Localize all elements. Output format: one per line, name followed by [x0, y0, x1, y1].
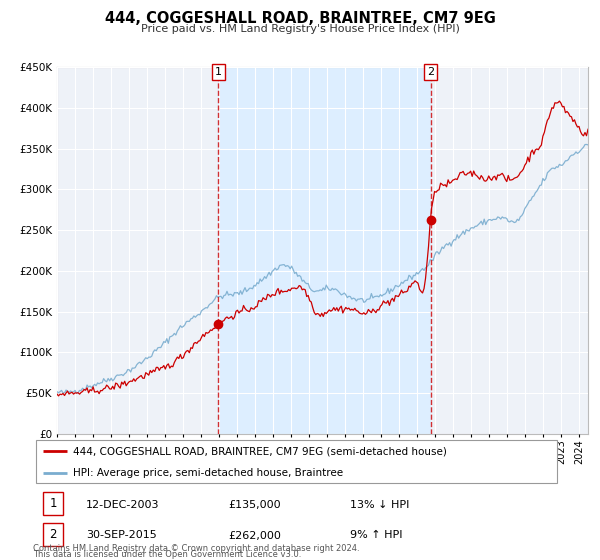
Text: 444, COGGESHALL ROAD, BRAINTREE, CM7 9EG: 444, COGGESHALL ROAD, BRAINTREE, CM7 9EG [104, 11, 496, 26]
Bar [218, 67, 430, 434]
Text: 9% ↑ HPI: 9% ↑ HPI [350, 530, 403, 540]
Text: £135,000: £135,000 [229, 500, 281, 510]
Text: Price paid vs. HM Land Registry's House Price Index (HPI): Price paid vs. HM Land Registry's House … [140, 24, 460, 34]
FancyBboxPatch shape [43, 492, 63, 515]
Text: This data is licensed under the Open Government Licence v3.0.: This data is licensed under the Open Gov… [33, 550, 301, 559]
Text: 1: 1 [215, 67, 222, 77]
FancyBboxPatch shape [43, 523, 63, 546]
Text: £262,000: £262,000 [229, 530, 281, 540]
Text: 2: 2 [427, 67, 434, 77]
Text: Contains HM Land Registry data © Crown copyright and database right 2024.: Contains HM Land Registry data © Crown c… [33, 544, 359, 553]
Text: 30-SEP-2015: 30-SEP-2015 [86, 530, 157, 540]
FancyBboxPatch shape [35, 440, 557, 483]
Text: 444, COGGESHALL ROAD, BRAINTREE, CM7 9EG (semi-detached house): 444, COGGESHALL ROAD, BRAINTREE, CM7 9EG… [73, 446, 446, 456]
Text: 12-DEC-2003: 12-DEC-2003 [86, 500, 160, 510]
Text: 1: 1 [49, 497, 57, 510]
Text: 2: 2 [49, 528, 57, 541]
Text: 13% ↓ HPI: 13% ↓ HPI [350, 500, 409, 510]
Text: HPI: Average price, semi-detached house, Braintree: HPI: Average price, semi-detached house,… [73, 468, 343, 478]
